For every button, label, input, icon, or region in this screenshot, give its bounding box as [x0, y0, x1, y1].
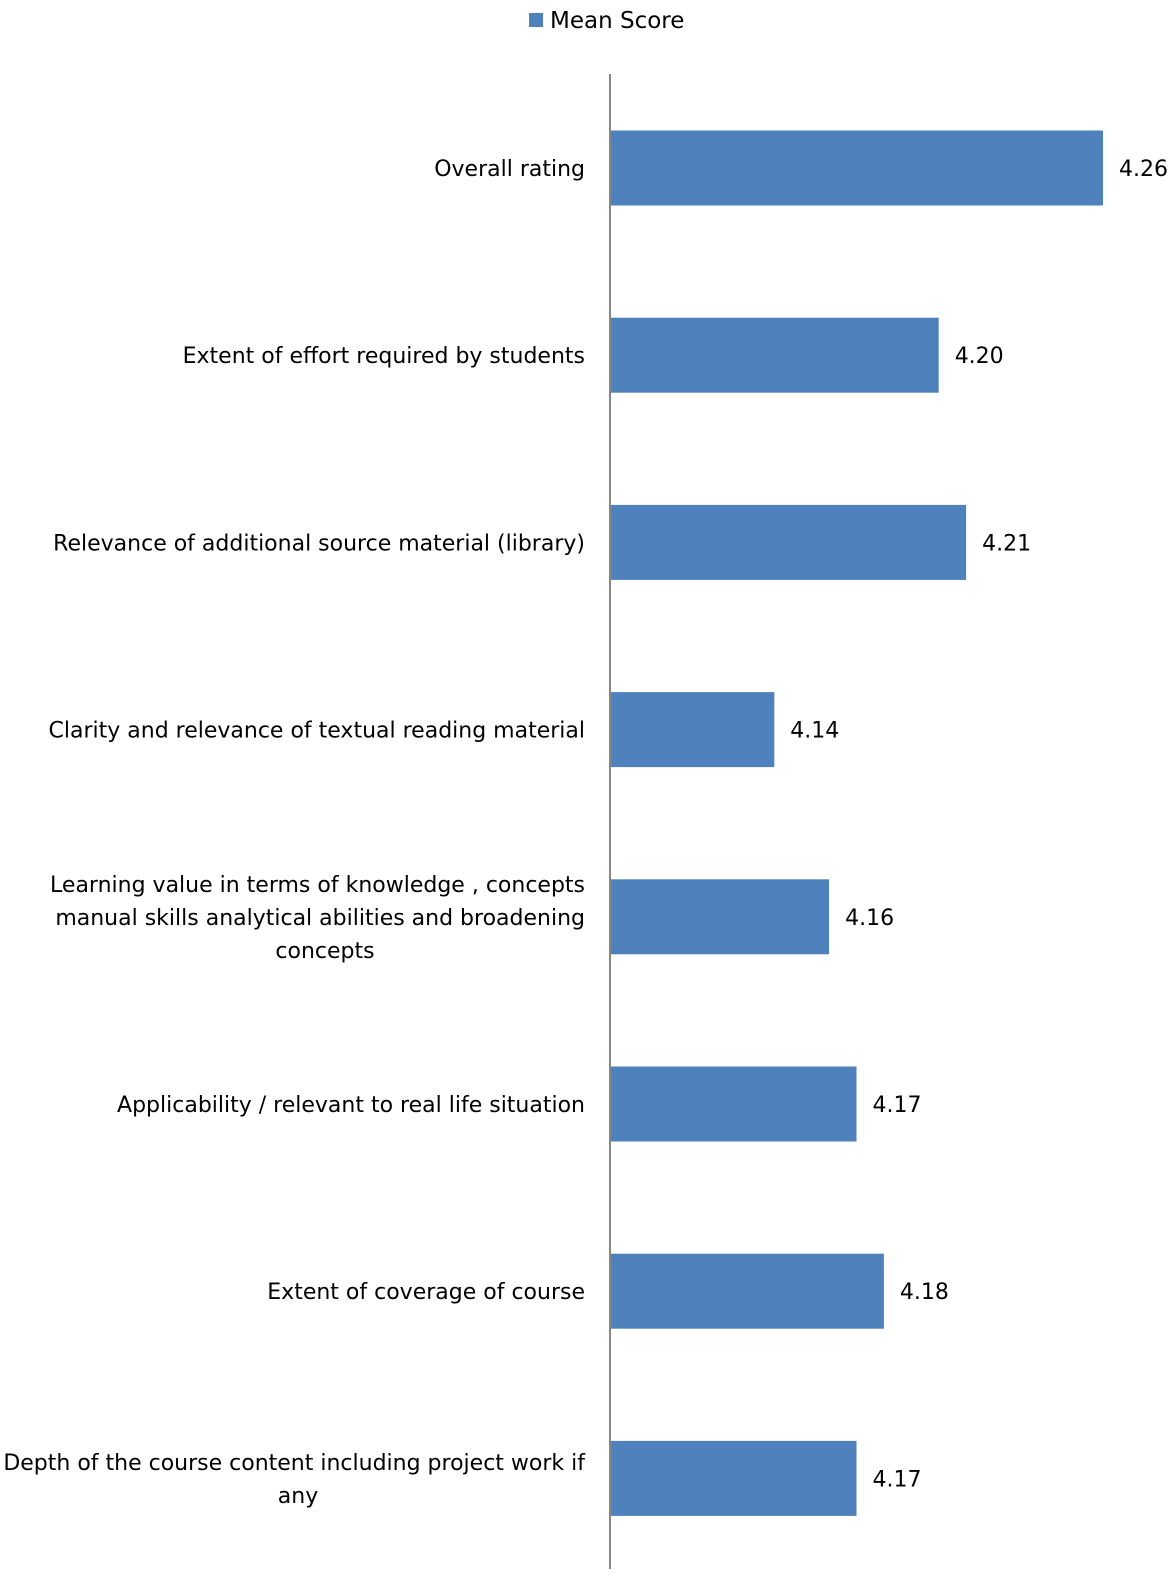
category-label-line: Depth of the course content including pr… — [3, 1451, 586, 1476]
category-label-line: Extent of coverage of course — [267, 1280, 585, 1305]
bar-1 — [610, 130, 1103, 206]
category-label-8: Depth of the course content including pr… — [3, 1451, 586, 1509]
bar-3 — [610, 504, 967, 580]
category-label-4: Clarity and relevance of textual reading… — [49, 719, 585, 744]
bar-4 — [610, 692, 775, 768]
bar-5 — [610, 879, 830, 955]
value-label-5: 4.16 — [845, 906, 894, 931]
bar-8 — [610, 1440, 857, 1516]
value-label-1: 4.26 — [1119, 157, 1168, 182]
category-label-1: Overall rating — [434, 157, 585, 182]
category-label-line: Clarity and relevance of textual reading… — [49, 719, 585, 744]
category-label-2: Extent of effort required by students — [183, 344, 585, 369]
category-label-line: manual skills analytical abilities and b… — [55, 906, 585, 931]
bar-6 — [610, 1066, 857, 1142]
value-label-7: 4.18 — [900, 1280, 949, 1305]
category-label-line: concepts — [275, 939, 374, 964]
value-label-2: 4.20 — [955, 344, 1004, 369]
bar-2 — [610, 317, 939, 393]
value-label-8: 4.17 — [873, 1467, 922, 1492]
category-label-3: Relevance of additional source material … — [53, 531, 585, 556]
value-label-3: 4.21 — [982, 531, 1031, 556]
legend-label: Mean Score — [550, 8, 684, 34]
legend: Mean Score — [529, 8, 684, 34]
bar-7 — [610, 1253, 884, 1329]
category-label-7: Extent of coverage of course — [267, 1280, 585, 1305]
category-label-6: Applicability / relevant to real life si… — [117, 1093, 585, 1118]
category-label-5: Learning value in terms of knowledge , c… — [50, 873, 585, 964]
category-label-line: Applicability / relevant to real life si… — [117, 1093, 585, 1118]
category-label-line: Learning value in terms of knowledge , c… — [50, 873, 585, 898]
value-label-4: 4.14 — [790, 719, 839, 744]
category-label-line: Extent of effort required by students — [183, 344, 585, 369]
category-label-line: any — [278, 1484, 318, 1509]
category-label-line: Overall rating — [434, 157, 585, 182]
legend-swatch — [529, 13, 543, 27]
value-label-6: 4.17 — [873, 1093, 922, 1118]
category-label-line: Relevance of additional source material … — [53, 531, 585, 556]
